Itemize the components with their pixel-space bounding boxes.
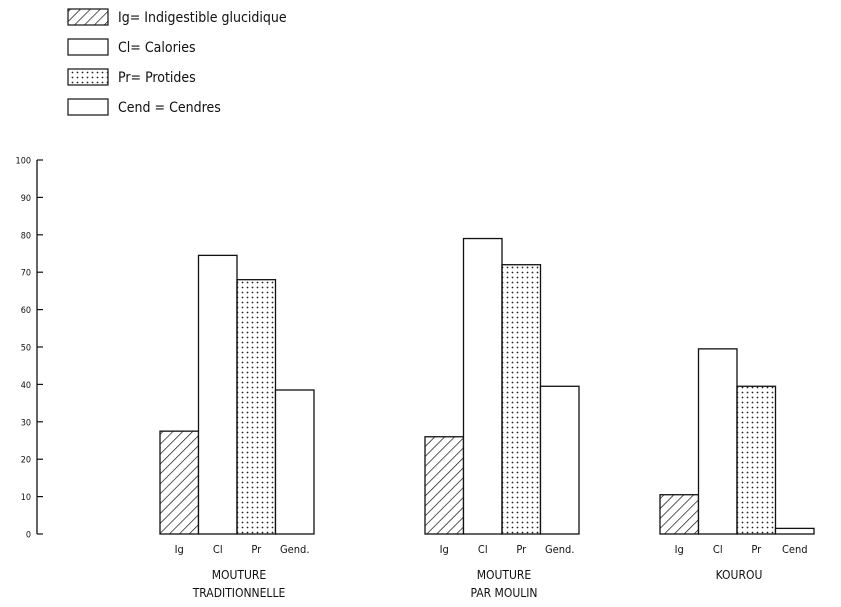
bar-cend bbox=[774, 527, 815, 535]
y-tick-label: 10 bbox=[21, 493, 31, 503]
bar-category-label: Ig bbox=[175, 543, 184, 556]
y-tick-label: 80 bbox=[21, 231, 31, 241]
bar-pr bbox=[236, 279, 277, 535]
group-label: PAR MOULIN bbox=[470, 586, 537, 600]
legend-label-0: Ig= Indigestible glucidique bbox=[118, 10, 287, 26]
group-label: MOUTURE bbox=[212, 568, 267, 582]
bar-ig bbox=[159, 430, 200, 535]
legend-label-2: Pr= Protides bbox=[118, 70, 196, 86]
bar-category-label: Pr bbox=[751, 543, 762, 556]
bar-ig bbox=[424, 436, 465, 535]
bar-groups: Ig Cl Pr Gend. MOUTURE TRADITIONNELLE Ig Cl Pr Ge… bbox=[159, 237, 815, 600]
bar-pr bbox=[501, 264, 542, 535]
bar-cl bbox=[197, 254, 238, 535]
bar-category-label: Pr bbox=[516, 543, 527, 556]
bar-cl bbox=[697, 348, 738, 535]
legend-swatch-1 bbox=[67, 38, 109, 56]
bar-cl bbox=[462, 237, 503, 535]
bar-category-label: Cl bbox=[713, 543, 723, 556]
legend: Ig= Indigestible glucidique Cl= Calories P… bbox=[67, 8, 287, 116]
bar-category-label: Cl bbox=[213, 543, 223, 556]
bar-group-1: Ig Cl Pr Gend. MOUTURE PAR MOULIN bbox=[424, 237, 580, 600]
y-tick-label: 50 bbox=[21, 344, 31, 354]
group-label: KOUROU bbox=[716, 568, 763, 582]
bar-category-label: Ig bbox=[675, 543, 684, 556]
y-tick-label: 40 bbox=[21, 381, 31, 391]
y-tick-label: 0 bbox=[26, 531, 31, 541]
group-label: MOUTURE bbox=[477, 568, 532, 582]
bar-category-label: Cl bbox=[478, 543, 488, 556]
bar-group-2: Ig Cl Pr Cend KOUROU bbox=[659, 348, 815, 582]
legend-label-3: Cend = Cendres bbox=[118, 100, 221, 116]
bar-category-label: Gend. bbox=[280, 543, 309, 556]
bar-gend bbox=[539, 385, 580, 535]
bar-category-label: Gend. bbox=[545, 543, 574, 556]
bar-gend bbox=[274, 389, 315, 535]
y-tick-label: 60 bbox=[21, 306, 31, 316]
legend-swatch-3 bbox=[67, 98, 109, 116]
legend-label-1: Cl= Calories bbox=[118, 40, 196, 56]
bar-category-label: Cend bbox=[782, 543, 808, 556]
bar-ig bbox=[659, 494, 700, 535]
y-axis: 0 10 20 30 40 50 60 70 80 90 100 bbox=[16, 157, 43, 541]
bar-category-label: Pr bbox=[251, 543, 262, 556]
legend-swatch-0 bbox=[67, 8, 109, 26]
bar-category-label: Ig bbox=[440, 543, 449, 556]
group-label: TRADITIONNELLE bbox=[192, 586, 286, 600]
bar-group-0: Ig Cl Pr Gend. MOUTURE TRADITIONNELLE bbox=[159, 254, 315, 600]
y-tick-label: 90 bbox=[21, 194, 31, 204]
legend-swatch-2 bbox=[67, 68, 109, 86]
y-tick-label: 100 bbox=[16, 157, 31, 167]
y-tick-label: 30 bbox=[21, 418, 31, 428]
y-tick-label: 20 bbox=[21, 456, 31, 466]
y-tick-label: 70 bbox=[21, 269, 31, 279]
bar-pr bbox=[736, 385, 777, 535]
